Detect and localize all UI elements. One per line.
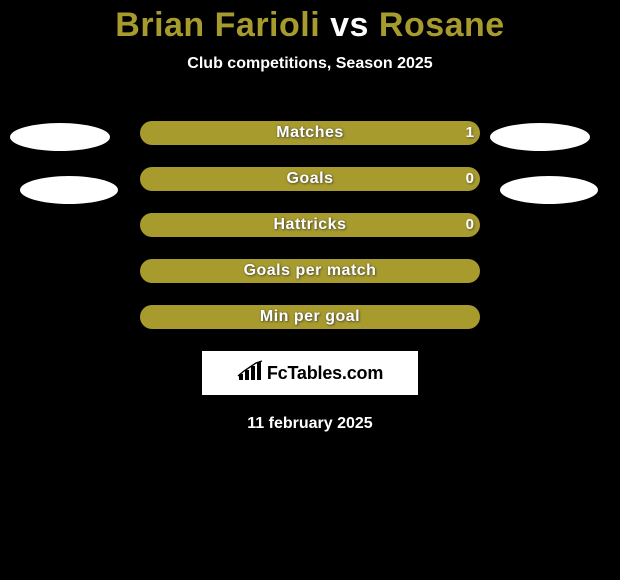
stat-row: Hattricks0 — [140, 213, 480, 237]
page-title: Brian Farioli vs Rosane — [0, 0, 620, 45]
stat-label: Matches — [140, 121, 480, 145]
stat-label: Goals — [140, 167, 480, 191]
logo-text: FcTables.com — [267, 363, 383, 384]
stat-row: Goals per match — [140, 259, 480, 283]
player-photo-placeholder — [500, 176, 598, 204]
stat-label: Min per goal — [140, 305, 480, 329]
stat-value-player2: 0 — [466, 167, 474, 191]
logo-box: FcTables.com — [202, 351, 418, 395]
stat-row: Min per goal — [140, 305, 480, 329]
stat-row: Matches1 — [140, 121, 480, 145]
player-photo-placeholder — [10, 123, 110, 151]
stat-label: Hattricks — [140, 213, 480, 237]
stat-row: Goals0 — [140, 167, 480, 191]
stat-value-player2: 1 — [466, 121, 474, 145]
player-photo-placeholder — [20, 176, 118, 204]
title-vs: vs — [330, 6, 369, 44]
chart-bars-icon — [237, 360, 263, 387]
title-player2: Rosane — [379, 6, 505, 44]
date-line: 11 february 2025 — [0, 415, 620, 433]
stat-label: Goals per match — [140, 259, 480, 283]
player-photo-placeholder — [490, 123, 590, 151]
subtitle: Club competitions, Season 2025 — [0, 55, 620, 73]
stat-value-player2: 0 — [466, 213, 474, 237]
title-player1: Brian Farioli — [115, 6, 320, 44]
comparison-chart: Matches1Goals0Hattricks0Goals per matchM… — [0, 121, 620, 329]
